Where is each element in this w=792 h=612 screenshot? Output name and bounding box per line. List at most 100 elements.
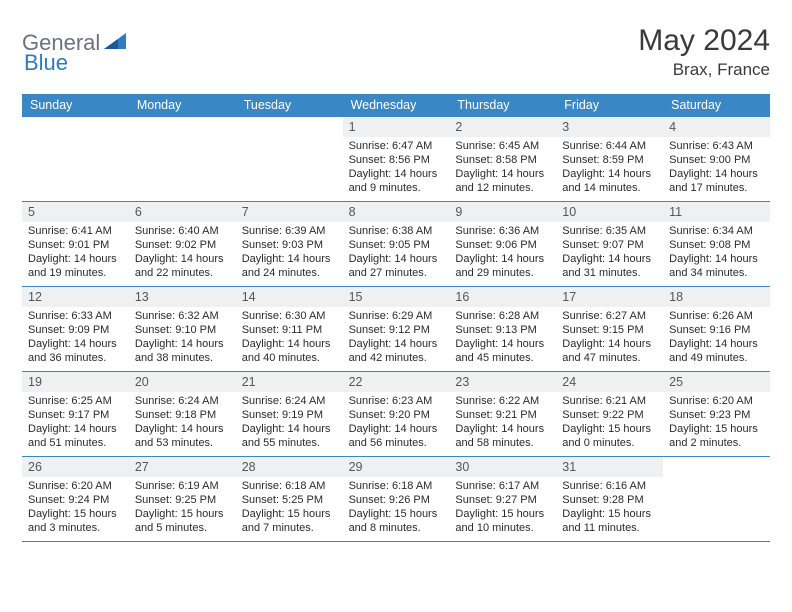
day-number: 5	[22, 202, 129, 222]
day-detail: Sunrise: 6:27 AMSunset: 9:15 PMDaylight:…	[556, 307, 663, 369]
day-cell	[236, 117, 343, 201]
day-detail: Sunrise: 6:43 AMSunset: 9:00 PMDaylight:…	[663, 137, 770, 199]
day-detail: Sunrise: 6:21 AMSunset: 9:22 PMDaylight:…	[556, 392, 663, 454]
day-cell: 31Sunrise: 6:16 AMSunset: 9:28 PMDayligh…	[556, 457, 663, 541]
day-cell: 11Sunrise: 6:34 AMSunset: 9:08 PMDayligh…	[663, 202, 770, 286]
title-block: May 2024 Brax, France	[638, 24, 770, 80]
day-number: 25	[663, 372, 770, 392]
day-number	[22, 117, 129, 137]
day-cell: 24Sunrise: 6:21 AMSunset: 9:22 PMDayligh…	[556, 372, 663, 456]
dow-cell: Saturday	[663, 94, 770, 117]
day-cell: 5Sunrise: 6:41 AMSunset: 9:01 PMDaylight…	[22, 202, 129, 286]
day-detail: Sunrise: 6:44 AMSunset: 8:59 PMDaylight:…	[556, 137, 663, 199]
day-detail	[22, 137, 129, 143]
day-number: 29	[343, 457, 450, 477]
day-detail: Sunrise: 6:32 AMSunset: 9:10 PMDaylight:…	[129, 307, 236, 369]
day-detail: Sunrise: 6:36 AMSunset: 9:06 PMDaylight:…	[449, 222, 556, 284]
day-cell: 16Sunrise: 6:28 AMSunset: 9:13 PMDayligh…	[449, 287, 556, 371]
day-number: 16	[449, 287, 556, 307]
day-cell: 4Sunrise: 6:43 AMSunset: 9:00 PMDaylight…	[663, 117, 770, 201]
day-cell: 23Sunrise: 6:22 AMSunset: 9:21 PMDayligh…	[449, 372, 556, 456]
day-number: 4	[663, 117, 770, 137]
day-number: 10	[556, 202, 663, 222]
day-detail: Sunrise: 6:45 AMSunset: 8:58 PMDaylight:…	[449, 137, 556, 199]
logo-triangle-icon	[104, 33, 126, 54]
day-detail: Sunrise: 6:40 AMSunset: 9:02 PMDaylight:…	[129, 222, 236, 284]
day-cell: 10Sunrise: 6:35 AMSunset: 9:07 PMDayligh…	[556, 202, 663, 286]
day-detail: Sunrise: 6:18 AMSunset: 9:26 PMDaylight:…	[343, 477, 450, 539]
day-detail: Sunrise: 6:29 AMSunset: 9:12 PMDaylight:…	[343, 307, 450, 369]
day-detail: Sunrise: 6:25 AMSunset: 9:17 PMDaylight:…	[22, 392, 129, 454]
day-cell	[22, 117, 129, 201]
day-number: 18	[663, 287, 770, 307]
day-number: 1	[343, 117, 450, 137]
dow-cell: Friday	[556, 94, 663, 117]
dow-cell: Thursday	[449, 94, 556, 117]
week-row: 19Sunrise: 6:25 AMSunset: 9:17 PMDayligh…	[22, 372, 770, 457]
day-cell: 12Sunrise: 6:33 AMSunset: 9:09 PMDayligh…	[22, 287, 129, 371]
day-cell: 15Sunrise: 6:29 AMSunset: 9:12 PMDayligh…	[343, 287, 450, 371]
calendar-grid: SundayMondayTuesdayWednesdayThursdayFrid…	[22, 94, 770, 542]
day-cell: 22Sunrise: 6:23 AMSunset: 9:20 PMDayligh…	[343, 372, 450, 456]
day-cell: 8Sunrise: 6:38 AMSunset: 9:05 PMDaylight…	[343, 202, 450, 286]
day-number: 23	[449, 372, 556, 392]
day-number: 26	[22, 457, 129, 477]
day-number: 31	[556, 457, 663, 477]
day-cell	[663, 457, 770, 541]
day-detail: Sunrise: 6:35 AMSunset: 9:07 PMDaylight:…	[556, 222, 663, 284]
day-number	[663, 457, 770, 477]
day-number	[236, 117, 343, 137]
day-cell: 17Sunrise: 6:27 AMSunset: 9:15 PMDayligh…	[556, 287, 663, 371]
day-cell: 7Sunrise: 6:39 AMSunset: 9:03 PMDaylight…	[236, 202, 343, 286]
calendar-page: General May 2024 Brax, France Blue Sunda…	[0, 0, 792, 542]
day-number: 13	[129, 287, 236, 307]
day-number: 19	[22, 372, 129, 392]
day-number: 8	[343, 202, 450, 222]
day-detail: Sunrise: 6:22 AMSunset: 9:21 PMDaylight:…	[449, 392, 556, 454]
day-detail: Sunrise: 6:34 AMSunset: 9:08 PMDaylight:…	[663, 222, 770, 284]
week-row: 1Sunrise: 6:47 AMSunset: 8:56 PMDaylight…	[22, 117, 770, 202]
day-detail	[236, 137, 343, 143]
day-number: 9	[449, 202, 556, 222]
day-cell: 9Sunrise: 6:36 AMSunset: 9:06 PMDaylight…	[449, 202, 556, 286]
day-detail: Sunrise: 6:20 AMSunset: 9:24 PMDaylight:…	[22, 477, 129, 539]
day-number: 6	[129, 202, 236, 222]
dow-cell: Sunday	[22, 94, 129, 117]
day-number: 21	[236, 372, 343, 392]
day-cell: 29Sunrise: 6:18 AMSunset: 9:26 PMDayligh…	[343, 457, 450, 541]
day-detail: Sunrise: 6:33 AMSunset: 9:09 PMDaylight:…	[22, 307, 129, 369]
day-number: 12	[22, 287, 129, 307]
day-of-week-header: SundayMondayTuesdayWednesdayThursdayFrid…	[22, 94, 770, 117]
day-cell: 26Sunrise: 6:20 AMSunset: 9:24 PMDayligh…	[22, 457, 129, 541]
day-cell: 21Sunrise: 6:24 AMSunset: 9:19 PMDayligh…	[236, 372, 343, 456]
day-cell: 3Sunrise: 6:44 AMSunset: 8:59 PMDaylight…	[556, 117, 663, 201]
day-number: 7	[236, 202, 343, 222]
page-title: May 2024	[638, 24, 770, 58]
day-detail: Sunrise: 6:19 AMSunset: 9:25 PMDaylight:…	[129, 477, 236, 539]
header: General May 2024 Brax, France	[22, 24, 770, 80]
day-number: 11	[663, 202, 770, 222]
day-detail: Sunrise: 6:28 AMSunset: 9:13 PMDaylight:…	[449, 307, 556, 369]
dow-cell: Monday	[129, 94, 236, 117]
day-cell: 30Sunrise: 6:17 AMSunset: 9:27 PMDayligh…	[449, 457, 556, 541]
day-number: 15	[343, 287, 450, 307]
day-cell	[129, 117, 236, 201]
day-detail: Sunrise: 6:30 AMSunset: 9:11 PMDaylight:…	[236, 307, 343, 369]
day-number: 30	[449, 457, 556, 477]
day-cell: 1Sunrise: 6:47 AMSunset: 8:56 PMDaylight…	[343, 117, 450, 201]
day-number	[129, 117, 236, 137]
day-number: 3	[556, 117, 663, 137]
day-detail: Sunrise: 6:17 AMSunset: 9:27 PMDaylight:…	[449, 477, 556, 539]
day-detail: Sunrise: 6:38 AMSunset: 9:05 PMDaylight:…	[343, 222, 450, 284]
day-number: 14	[236, 287, 343, 307]
day-detail	[663, 477, 770, 483]
day-number: 20	[129, 372, 236, 392]
day-cell: 14Sunrise: 6:30 AMSunset: 9:11 PMDayligh…	[236, 287, 343, 371]
week-row: 5Sunrise: 6:41 AMSunset: 9:01 PMDaylight…	[22, 202, 770, 287]
day-detail: Sunrise: 6:47 AMSunset: 8:56 PMDaylight:…	[343, 137, 450, 199]
day-cell: 20Sunrise: 6:24 AMSunset: 9:18 PMDayligh…	[129, 372, 236, 456]
day-number: 27	[129, 457, 236, 477]
day-detail: Sunrise: 6:24 AMSunset: 9:19 PMDaylight:…	[236, 392, 343, 454]
day-cell: 18Sunrise: 6:26 AMSunset: 9:16 PMDayligh…	[663, 287, 770, 371]
day-number: 22	[343, 372, 450, 392]
